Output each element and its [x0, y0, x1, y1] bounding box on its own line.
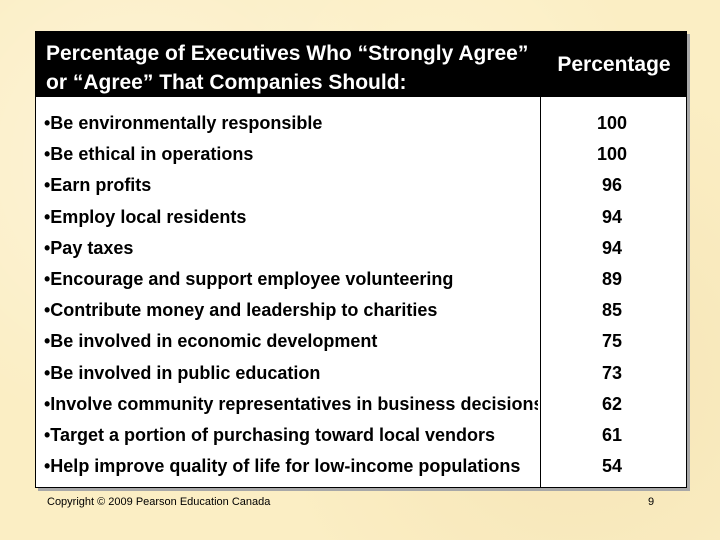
- row-label: •Involve community representatives in bu…: [44, 393, 538, 414]
- table-row: •Be ethical in operations 100: [36, 139, 686, 170]
- row-label: •Help improve quality of life for low-in…: [44, 456, 521, 477]
- table-row: •Earn profits 96: [36, 170, 686, 201]
- table-row: •Involve community representatives in bu…: [36, 389, 686, 420]
- table-row: •Be involved in economic development 75: [36, 326, 686, 357]
- table-row: •Contribute money and leadership to char…: [36, 295, 686, 326]
- table-header: Percentage of Executives Who “Strongly A…: [36, 32, 686, 97]
- row-label: •Earn profits: [44, 175, 152, 196]
- table-row: •Be involved in public education 73: [36, 358, 686, 389]
- row-percentage: 85: [601, 300, 623, 321]
- row-percentage: 100: [596, 113, 628, 133]
- row-percentage: 62: [601, 393, 623, 414]
- row-percentage: 96: [601, 175, 623, 196]
- row-label: •Be involved in economic development: [44, 331, 378, 352]
- row-percentage: 61: [601, 424, 623, 445]
- page-number: 9: [648, 496, 655, 508]
- row-label: •Be involved in public education: [44, 362, 321, 383]
- row-percentage: 75: [601, 331, 623, 352]
- column-divider: [540, 97, 541, 487]
- table-row: •Encourage and support employee voluntee…: [36, 264, 686, 295]
- row-percentage: 89: [601, 268, 623, 289]
- row-label: •Contribute money and leadership to char…: [44, 300, 438, 321]
- table-row: •Pay taxes 94: [36, 233, 686, 264]
- row-percentage: 94: [601, 206, 623, 227]
- table-row: •Help improve quality of life for low-in…: [36, 451, 686, 482]
- row-percentage: 73: [601, 362, 623, 383]
- executives-table: Percentage of Executives Who “Strongly A…: [35, 31, 687, 488]
- table-rows: •Be environmentally responsible 100 •Be …: [36, 108, 686, 482]
- copyright-notice: Copyright © 2009 Pearson Education Canad…: [47, 496, 271, 508]
- row-label: •Encourage and support employee voluntee…: [44, 268, 454, 289]
- row-label: •Be environmentally responsible: [44, 113, 323, 133]
- row-percentage: 100: [596, 144, 628, 165]
- table-row: •Employ local residents 94: [36, 202, 686, 233]
- row-label: •Be ethical in operations: [44, 144, 254, 165]
- percentage-column-header: Percentage: [557, 53, 671, 76]
- table-row: •Target a portion of purchasing toward l…: [36, 420, 686, 451]
- row-percentage: 54: [601, 456, 623, 477]
- row-label: •Target a portion of purchasing toward l…: [44, 424, 496, 445]
- table-row: •Be environmentally responsible 100: [36, 108, 686, 139]
- row-label: •Pay taxes: [44, 237, 134, 258]
- row-percentage: 94: [601, 237, 623, 258]
- row-label: •Employ local residents: [44, 206, 247, 227]
- table-title: Percentage of Executives Who “Strongly A…: [46, 42, 529, 94]
